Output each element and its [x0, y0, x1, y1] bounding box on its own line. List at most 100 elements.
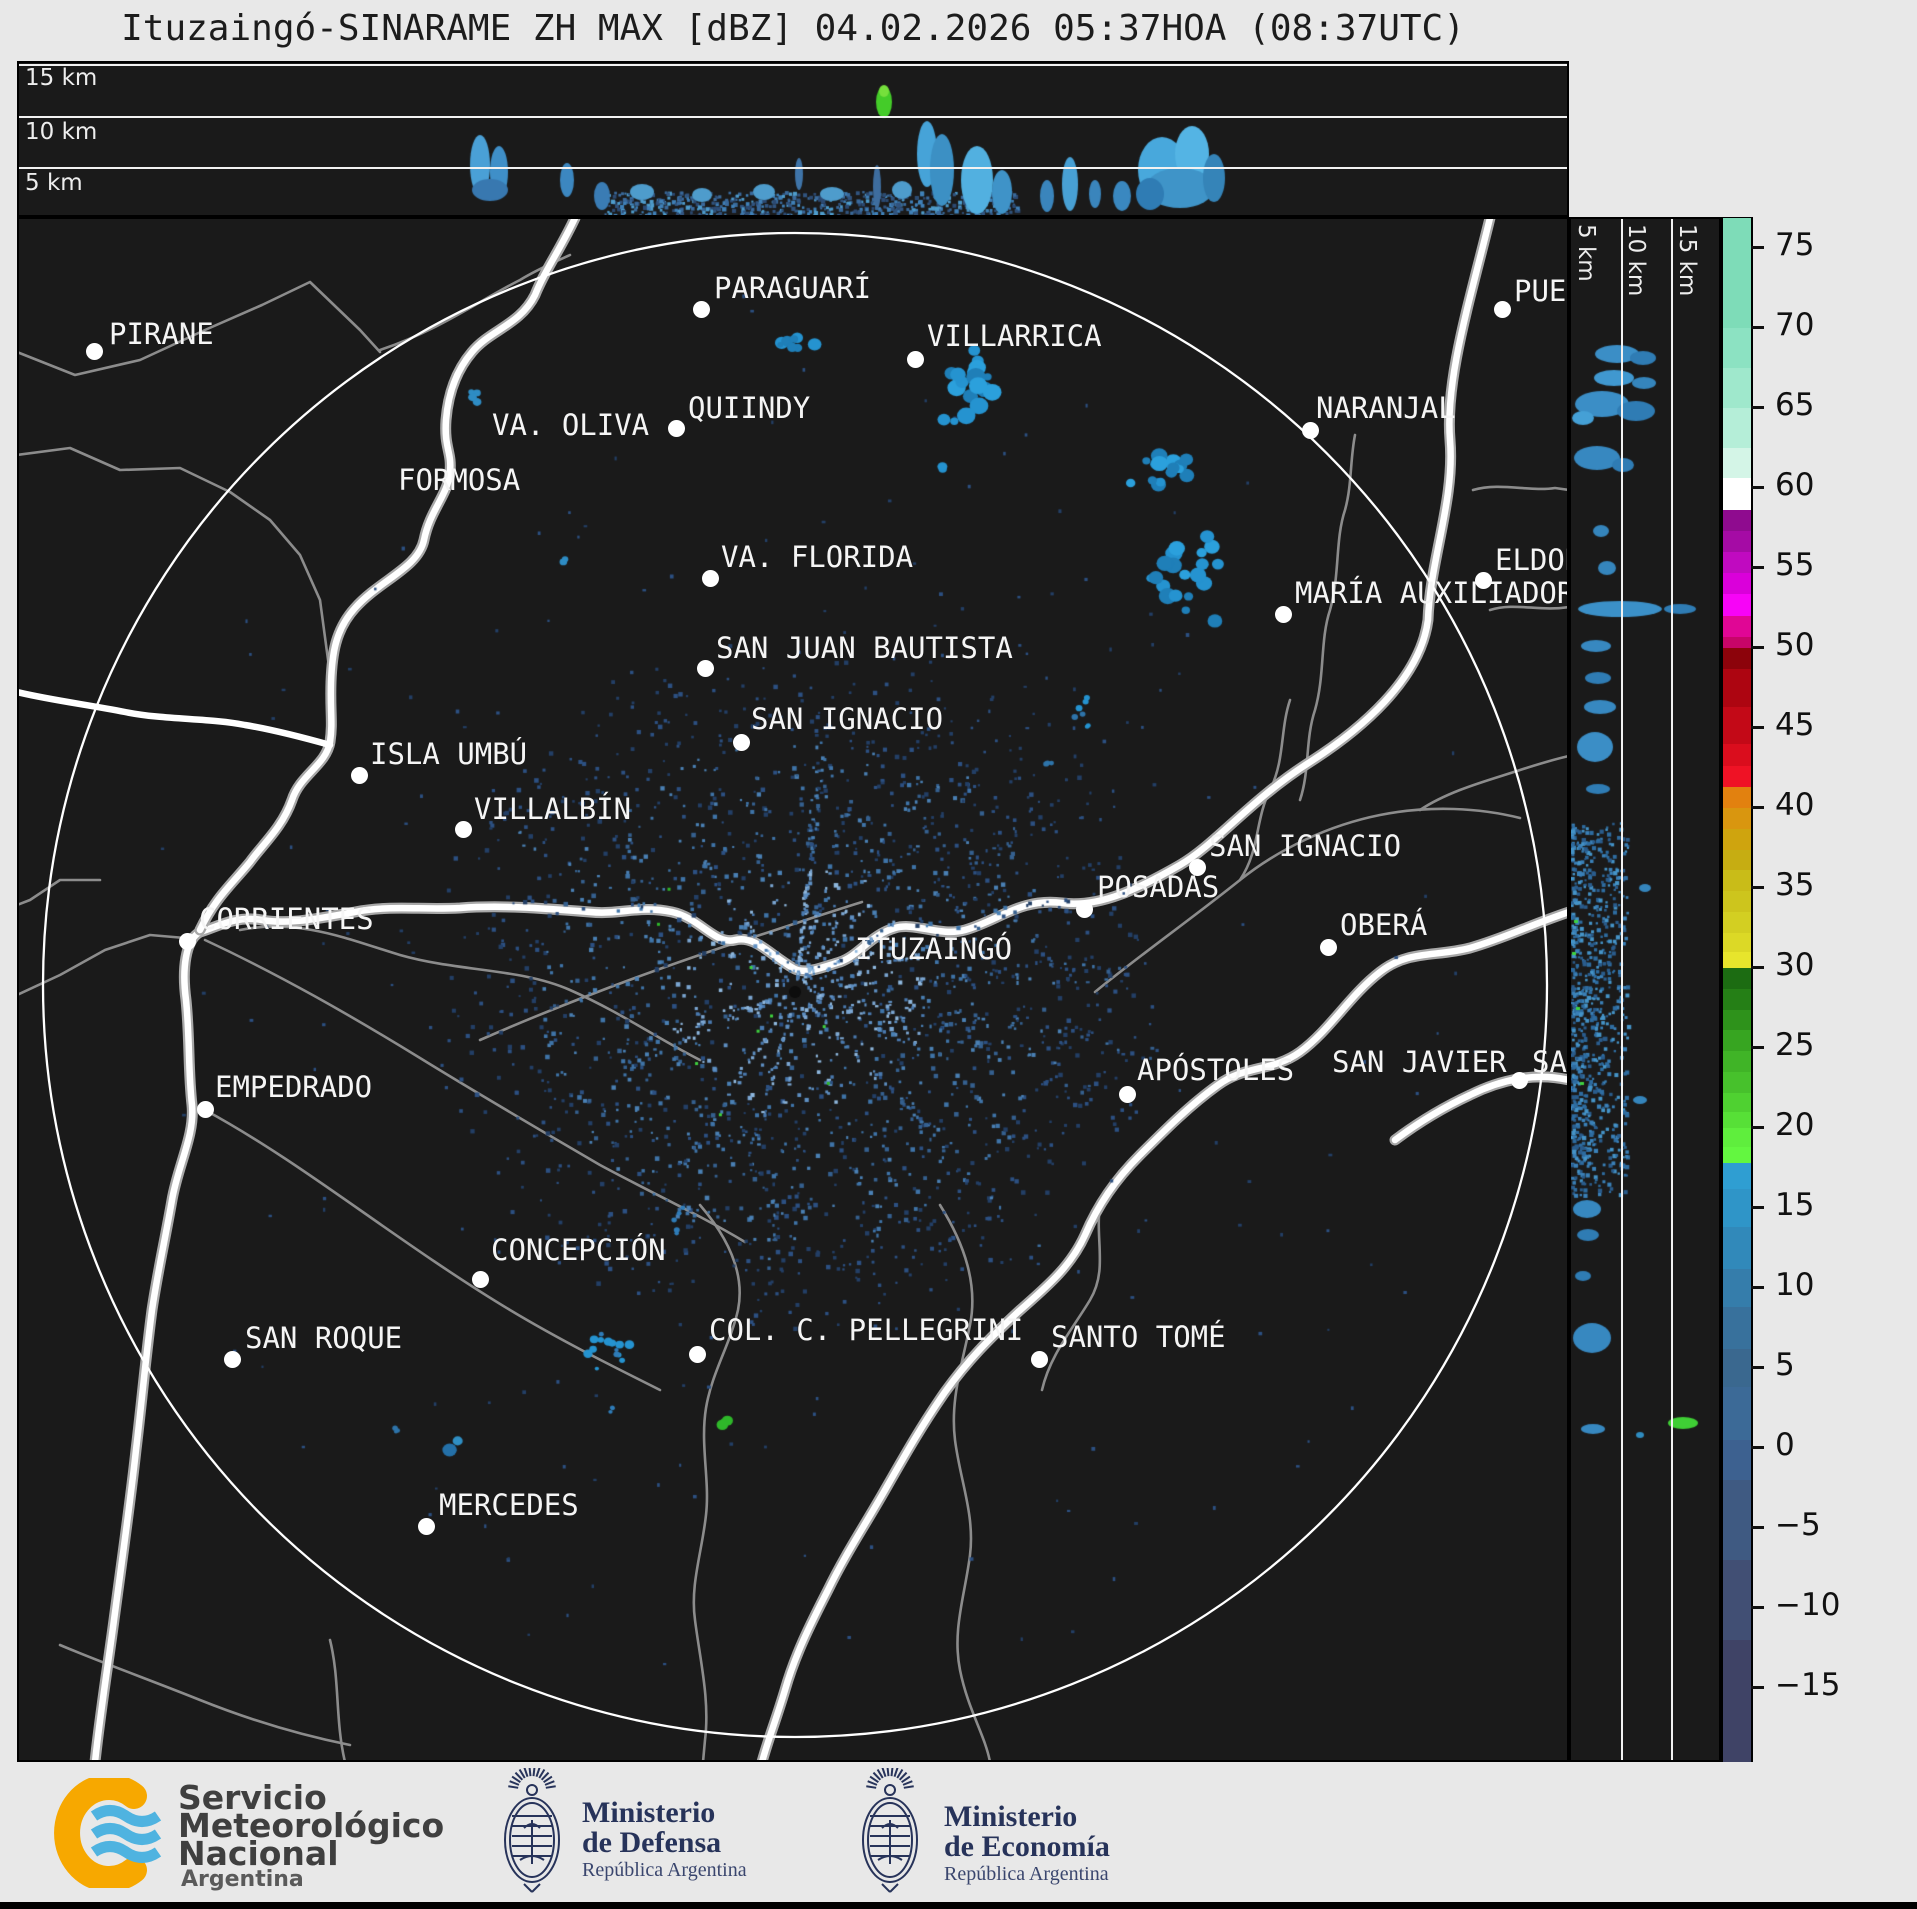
city-label: SAN — [1532, 1045, 1567, 1079]
colorbar-tick — [1751, 326, 1764, 329]
colorbar-segment — [1723, 368, 1751, 409]
city-dot — [197, 1101, 214, 1118]
colorbar-segment — [1723, 1072, 1751, 1094]
colorbar-tick — [1751, 1286, 1764, 1289]
city-dot — [86, 343, 103, 360]
economia-line2: de Economía — [944, 1830, 1110, 1863]
colorbar-tick-label: −5 — [1775, 1507, 1821, 1543]
city-dot — [418, 1518, 435, 1535]
city-label: VILLALBÍN — [474, 792, 632, 826]
city-label: NARANJAL — [1316, 391, 1456, 425]
altitude-gridline — [19, 64, 1567, 66]
colorbar-segment — [1723, 1112, 1751, 1129]
economia-line3: República Argentina — [944, 1863, 1109, 1885]
colorbar-tick — [1751, 1366, 1764, 1369]
city-label: EMPEDRADO — [215, 1070, 373, 1104]
colorbar — [1721, 217, 1753, 1763]
city-label: VA. FLORIDA — [721, 540, 914, 574]
colorbar-tick — [1751, 1206, 1764, 1209]
smn-logo-icon — [54, 1778, 162, 1888]
colorbar-segment — [1723, 552, 1751, 574]
colorbar-tick-label: 75 — [1775, 227, 1815, 263]
economia-coat-of-arms-icon — [862, 1768, 918, 1893]
city-label: POSADAS — [1097, 870, 1220, 904]
altitude-gridline — [1621, 219, 1623, 1760]
colorbar-tick-label: 0 — [1775, 1427, 1795, 1463]
city-dot — [224, 1351, 241, 1368]
colorbar-tick-label: 25 — [1775, 1027, 1815, 1063]
colorbar-scale: 75 70 65 60 55 50 45 40 35 30 25 20 15 10 5 0 −5 −10 −15 — [1751, 217, 1903, 1762]
colorbar-segment — [1723, 849, 1751, 871]
colorbar-segment — [1723, 912, 1751, 934]
altitude-label: 10 km — [1623, 224, 1649, 297]
city-label: SAN IGNACIO — [1209, 829, 1402, 863]
altitude-label: 5 km — [1573, 224, 1599, 282]
city-dot — [702, 570, 719, 587]
colorbar-segment — [1723, 668, 1751, 708]
colorbar-segment — [1723, 616, 1751, 638]
city-label: CONCEPCIÓN — [491, 1233, 666, 1267]
smn-name-line1: Servicio — [178, 1778, 327, 1817]
colorbar-segment — [1723, 828, 1751, 851]
colorbar-tick — [1751, 1446, 1764, 1449]
city-dot — [907, 351, 924, 368]
colorbar-segment — [1723, 891, 1751, 913]
side-profile-echoes — [1571, 219, 1719, 1760]
colorbar-segment — [1723, 1348, 1751, 1388]
city-dot — [1511, 1072, 1528, 1089]
colorbar-tick-label: 35 — [1775, 867, 1815, 903]
colorbar-segment — [1723, 1030, 1751, 1052]
altitude-label: 15 km — [1674, 224, 1700, 297]
top-profile-echoes — [19, 63, 1567, 215]
altitude-label: 15 km — [25, 65, 98, 91]
product-title: Ituzaingó-SINARAME ZH MAX [dBZ] 04.02.20… — [121, 8, 1465, 49]
altitude-label: 10 km — [25, 119, 98, 145]
city-label: OBERÁ — [1340, 908, 1428, 942]
city-dot — [668, 420, 685, 437]
city-label: VILLARRICA — [927, 319, 1102, 353]
city-label: SAN IGNACIO — [751, 702, 944, 736]
colorbar-segment — [1723, 1163, 1751, 1190]
defensa-line2: de Defensa — [582, 1826, 722, 1859]
defensa-line1: Ministerio — [582, 1796, 716, 1829]
city-label: APÓSTOLES — [1137, 1053, 1295, 1087]
city-dot — [733, 734, 750, 751]
city-dot — [472, 1271, 489, 1288]
bottom-edge-bar — [0, 1902, 1917, 1909]
colorbar-segment — [1723, 217, 1751, 329]
altitude-label: 5 km — [25, 170, 83, 196]
city-dot — [1031, 1351, 1048, 1368]
colorbar-tick-label: 20 — [1775, 1107, 1815, 1143]
colorbar-tick — [1751, 806, 1764, 809]
city-dot — [1076, 901, 1093, 918]
colorbar-tick — [1751, 966, 1764, 969]
colorbar-tick — [1751, 1606, 1764, 1609]
colorbar-tick-label: 50 — [1775, 627, 1815, 663]
colorbar-segment — [1723, 952, 1751, 969]
colorbar-tick-label: −10 — [1775, 1587, 1841, 1623]
colorbar-tick-label: 30 — [1775, 947, 1815, 983]
city-dot — [455, 821, 472, 838]
colorbar-segment — [1723, 787, 1751, 809]
city-label: ITUZAINGÓ — [855, 932, 1013, 966]
colorbar-tick-label: −15 — [1775, 1667, 1841, 1703]
city-dot — [1119, 1086, 1136, 1103]
colorbar-tick — [1751, 1046, 1764, 1049]
colorbar-tick-label: 65 — [1775, 387, 1815, 423]
colorbar-tick-label: 55 — [1775, 547, 1815, 583]
colorbar-segment — [1723, 1268, 1751, 1308]
city-label: PARAGUARÍ — [714, 271, 872, 305]
colorbar-segment — [1723, 1387, 1751, 1441]
city-dot — [1475, 572, 1492, 589]
city-dot — [351, 767, 368, 784]
altitude-gridline — [19, 167, 1567, 169]
city-label: CORRIENTES — [199, 902, 374, 936]
colorbar-tick — [1751, 886, 1764, 889]
footer: Servicio Meteorológico Nacional Argentin… — [0, 1762, 1917, 1902]
colorbar-tick — [1751, 646, 1764, 649]
city-dot — [1320, 939, 1337, 956]
colorbar-segment — [1723, 988, 1751, 1011]
colorbar-segment — [1723, 510, 1751, 532]
city-dot — [179, 933, 196, 950]
colorbar-tick — [1751, 1126, 1764, 1129]
